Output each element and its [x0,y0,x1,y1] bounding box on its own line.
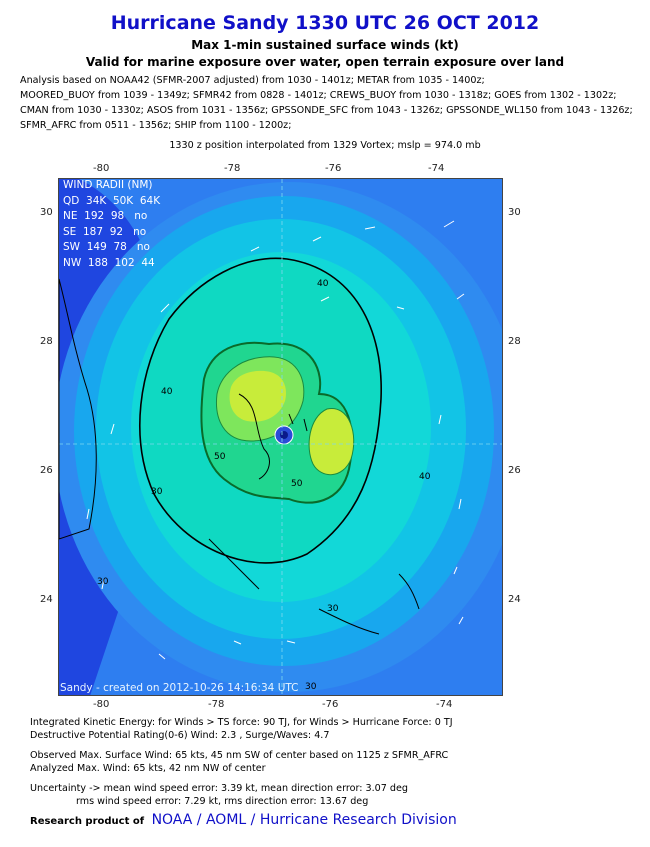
lon-tick-bottom: -78 [208,699,225,710]
wind-radii-row: NE 192 98 no [63,210,148,222]
contour-label: 30 [327,604,339,614]
lat-tick-right: 30 [508,207,521,218]
lat-tick-right: 28 [508,336,521,347]
lat-tick-right: 26 [508,465,521,476]
dpr-line: Destructive Potential Rating(0-6) Wind: … [30,730,330,741]
lon-tick-bottom: -76 [322,699,339,710]
lon-tick-top: -78 [224,163,241,174]
ike-line: Integrated Kinetic Energy: for Winds > T… [30,717,453,728]
analysis-line: SFMR_AFRC from 0511 - 1356z; SHIP from 1… [20,120,292,131]
analyzed-max-line: Analyzed Max. Wind: 65 kts, 42 nm NW of … [30,763,266,774]
research-credit: Research product of NOAA / AOML / Hurric… [30,812,457,828]
lon-tick-bottom: -80 [93,699,110,710]
page-title: Hurricane Sandy 1330 UTC 26 OCT 2012 [110,12,540,34]
wind-radii-title: WIND RADII (NM) [63,179,153,191]
research-label: Research product of [30,816,145,827]
lat-tick-right: 24 [508,594,521,605]
contour-label: 50 [214,452,226,462]
wind-radii-table: WIND RADII (NM) QD 34K 50K 64K NE 192 98… [63,178,160,271]
contour-label: 40 [161,387,173,397]
lat-tick-left: 30 [40,207,53,218]
observed-max-line: Observed Max. Surface Wind: 65 kts, 45 n… [30,750,449,761]
lat-tick-left: 24 [40,594,53,605]
contour-label: 40 [419,472,431,482]
lat-tick-left: 26 [40,465,53,476]
analysis-line: MOORED_BUOY from 1039 - 1349z; SFMR42 fr… [20,90,617,101]
uncertainty-line: Uncertainty -> mean wind speed error: 3.… [30,783,409,794]
research-links[interactable]: NOAA / AOML / Hurricane Research Divisio… [151,812,457,828]
contour-label: 50 [291,479,303,489]
wind-contour-map: 40 30 40 50 30 40 50 30 30 [59,179,502,695]
position-note: 1330 z position interpolated from 1329 V… [169,140,481,151]
wind-radii-row: SW 149 78 no [63,241,150,253]
subtitle-units: Max 1-min sustained surface winds (kt) [191,38,459,52]
rms-error-line: rms wind speed error: 7.29 kt, rms direc… [76,796,369,807]
lon-tick-top: -76 [325,163,342,174]
lon-tick-top: -74 [428,163,445,174]
analysis-line: Analysis based on NOAA42 (SFMR-2007 adju… [20,75,485,86]
contour-label: 30 [305,682,317,692]
analysis-line: CMAN from 1030 - 1330z; ASOS from 1031 -… [20,105,633,116]
lon-tick-top: -80 [93,163,110,174]
subtitle-exposure: Valid for marine exposure over water, op… [85,55,565,69]
wind-analysis-map: 40 30 40 50 30 40 50 30 30 [58,178,503,696]
lon-tick-bottom: -74 [436,699,453,710]
contour-label: 30 [97,577,109,587]
wind-radii-row: NW 188 102 44 [63,256,155,269]
wind-radii-row: SE 187 92 no [63,225,147,238]
lat-tick-left: 28 [40,336,53,347]
wind-radii-header: QD 34K 50K 64K [63,194,161,207]
analysis-sources: Analysis based on NOAA42 (SFMR-2007 adju… [20,73,645,133]
map-creation-stamp: Sandy - created on 2012-10-26 14:16:34 U… [60,682,299,694]
footer-stats: Integrated Kinetic Energy: for Winds > T… [30,716,453,808]
contour-label: 30 [151,487,163,497]
contour-label: 40 [317,279,329,289]
